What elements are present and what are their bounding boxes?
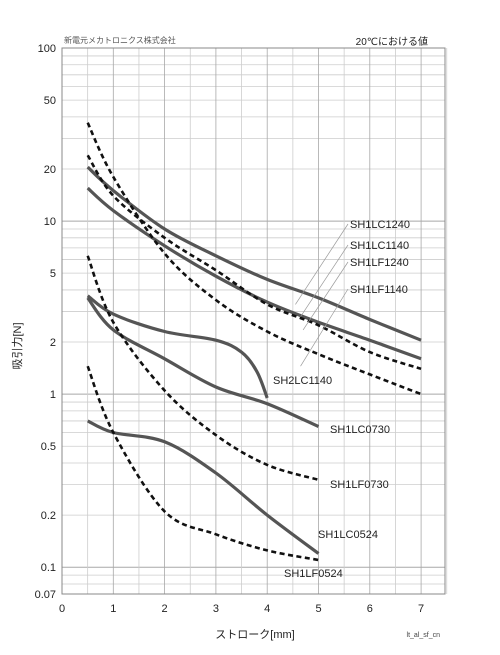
x-axis-label: ストローク[mm]: [215, 628, 294, 641]
series-line-sh1lf0730: [86, 255, 319, 482]
series-line-sh1lf1240: [86, 154, 422, 371]
tick-labels: 0 1 2 3 4 5 6 7 0.07 0.1 0.2 0.5 1 2 5 10 20 50 100: [35, 43, 425, 615]
y-tick-label: 0.2: [41, 510, 56, 522]
series-label-sh1lc1140: SH1LC1140: [350, 240, 409, 252]
y-axis-label: 吸引力[N]: [10, 322, 24, 369]
y-tick-label: 50: [44, 95, 56, 107]
x-tick-label: 1: [110, 603, 116, 615]
series-line-sh1lc1240: [86, 165, 422, 342]
y-tick-label: 5: [50, 268, 56, 280]
x-tick-label: 3: [213, 603, 219, 615]
plot-frame: [61, 47, 446, 595]
series-label-sh1lc0730: SH1LC0730: [330, 424, 390, 436]
y-tick-label: 10: [44, 216, 56, 228]
series-label-sh1lf0730: SH1LF0730: [330, 479, 389, 491]
x-tick-label: 6: [367, 603, 373, 615]
series-labels: SH1LC1240 SH1LC1140 SH1LF1240 SH1LF1140 SH2L…: [273, 219, 410, 580]
y-tick-label: 2: [50, 337, 56, 349]
x-tick-label: 5: [315, 603, 321, 615]
x-tick-label: 7: [418, 603, 424, 615]
y-tick-label: 100: [38, 43, 56, 55]
label-leader-line: [302, 261, 349, 331]
series-label-sh1lc1240: SH1LC1240: [350, 219, 410, 231]
series-line-sh1lf0524: [86, 365, 319, 562]
series-label-sh1lf1140: SH1LF1140: [350, 284, 408, 296]
figure-code: lt_al_sf_cn: [407, 632, 441, 639]
series-lines: [86, 122, 422, 562]
y-tick-label: 0.07: [35, 589, 56, 601]
x-tick-label: 4: [264, 603, 270, 615]
label-leader-line: [295, 223, 349, 305]
company-name: 新電元メカトロニクス株式会社: [64, 35, 176, 45]
y-tick-label: 20: [44, 164, 56, 176]
label-leader-lines: [295, 223, 349, 367]
x-tick-label: 0: [59, 603, 65, 615]
label-leader-line: [300, 288, 349, 367]
series-line-sh2lc1140: [86, 294, 269, 399]
series-label-sh1lf1240: SH1LF1240: [350, 257, 409, 269]
y-tick-label: 1: [50, 389, 56, 401]
series-label-sh2lc1140: SH2LC1140: [273, 375, 332, 387]
y-tick-label: 0.5: [41, 441, 56, 453]
series-line-sh1lc0730: [86, 296, 320, 428]
series-line-sh1lf1140: [86, 122, 422, 396]
y-tick-label: 0.1: [41, 562, 56, 574]
series-line-sh1lc0524: [86, 419, 320, 555]
series-line-sh1lc1140: [86, 186, 422, 361]
temperature-condition: 20℃における値: [356, 35, 428, 48]
x-tick-label: 2: [162, 603, 168, 615]
series-label-sh1lc0524: SH1LC0524: [318, 529, 378, 541]
series-label-sh1lf0524: SH1LF0524: [284, 568, 343, 580]
label-leader-line: [300, 244, 349, 317]
grid: [61, 47, 448, 595]
